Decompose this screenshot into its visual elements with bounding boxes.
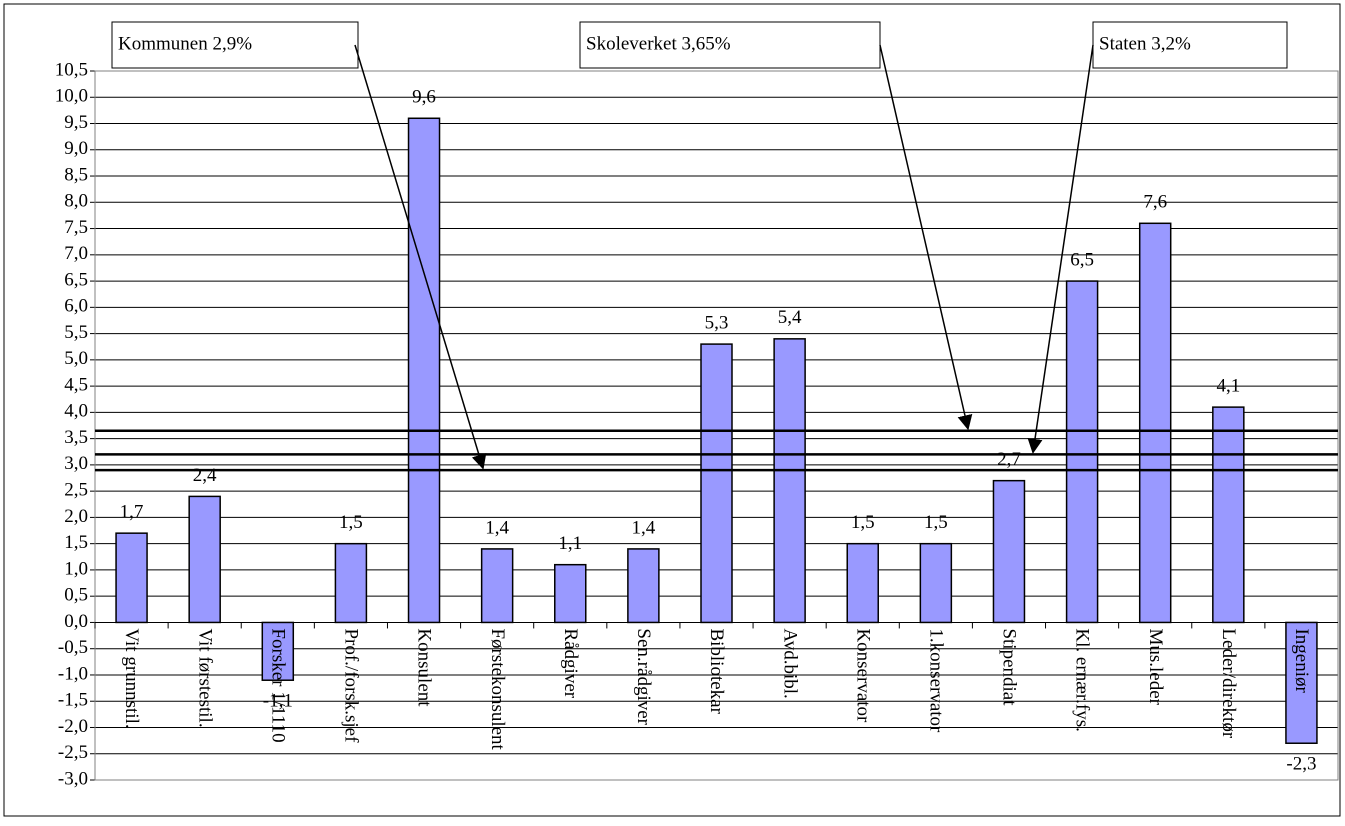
x-tick-label: Avd.bibl. <box>779 628 800 698</box>
annotation-box <box>111 21 359 69</box>
bar <box>700 343 733 624</box>
y-tick-label: -0,5 <box>58 637 88 658</box>
x-tick-label: Ingeniør <box>1291 628 1312 693</box>
x-tick-label: Forsker 1/1110 <box>267 628 288 742</box>
y-tick-label: 10,0 <box>55 86 88 107</box>
y-tick-label: 10,5 <box>55 59 88 80</box>
value-label: 7,6 <box>1143 192 1167 213</box>
bar <box>1138 222 1172 624</box>
y-tick-label: 8,0 <box>64 191 88 212</box>
bar <box>627 548 660 624</box>
y-tick-label: 4,5 <box>64 374 88 395</box>
x-tick-label: 1.konservator <box>925 628 946 733</box>
bar <box>773 338 806 624</box>
y-tick-label: 5,5 <box>64 322 88 343</box>
y-tick-label: 6,0 <box>64 296 88 317</box>
annotation-arrow <box>354 44 487 470</box>
x-tick-label: Konsulent <box>414 628 435 707</box>
value-label: -2,3 <box>1286 754 1316 775</box>
bar <box>480 548 514 624</box>
plot-border <box>94 70 1339 781</box>
bar <box>334 542 368 624</box>
x-tick-label: Vit førstestil. <box>194 628 215 727</box>
value-label: 5,4 <box>778 307 802 328</box>
y-tick-label: 9,0 <box>64 138 88 159</box>
bar <box>919 542 953 624</box>
value-label: 9,6 <box>412 87 436 108</box>
x-tick-label: Leder/direktør <box>1218 628 1239 738</box>
annotation-box <box>1092 21 1288 69</box>
y-tick-label: 8,5 <box>64 164 88 185</box>
value-label: -1,1 <box>263 691 293 712</box>
y-tick-label: 3,5 <box>64 427 88 448</box>
y-tick-label: 0,5 <box>64 585 88 606</box>
value-label: 1,5 <box>924 512 948 533</box>
y-tick-label: -1,5 <box>58 690 88 711</box>
x-tick-label: Sen.rådgiver <box>633 628 654 725</box>
x-tick-label: Førstekonsulent <box>487 628 508 750</box>
chart-border <box>3 3 1341 817</box>
bar <box>1065 280 1099 624</box>
y-tick-label: 3,0 <box>64 453 88 474</box>
annotation-box <box>579 21 881 69</box>
y-tick-label: 1,0 <box>64 558 88 579</box>
x-tick-label: Mus.leder <box>1145 628 1166 705</box>
bar <box>261 621 295 681</box>
bar <box>846 542 879 624</box>
y-tick-label: -2,0 <box>58 716 88 737</box>
value-label: 1,5 <box>339 512 363 533</box>
annotation-text: Kommunen 2,9% <box>118 33 252 54</box>
y-tick-label: 4,0 <box>64 401 88 422</box>
annotation-text: Staten 3,2% <box>1099 33 1191 54</box>
x-tick-label: Kl. ernær.fys. <box>1072 628 1093 731</box>
value-label: 2,7 <box>997 449 1021 470</box>
value-label: 1,4 <box>485 517 509 538</box>
y-tick-label: 0,0 <box>64 611 88 632</box>
annotation-text: Skoleverket 3,65% <box>586 33 731 54</box>
value-label: 6,5 <box>1070 249 1094 270</box>
y-tick-label: 2,0 <box>64 506 88 527</box>
x-tick-label: Konservator <box>852 628 873 723</box>
value-label: 4,1 <box>1216 375 1240 396</box>
y-tick-label: 7,0 <box>64 243 88 264</box>
bar <box>1285 621 1318 744</box>
value-label: 2,4 <box>193 465 217 486</box>
x-tick-label: Stipendiat <box>999 628 1020 706</box>
x-tick-label: Vit grunnstil. <box>121 628 142 728</box>
value-label: 1,1 <box>558 533 582 554</box>
y-tick-label: 9,5 <box>64 112 88 133</box>
y-tick-label: 1,5 <box>64 532 88 553</box>
value-label: 1,7 <box>120 502 144 523</box>
annotation-arrow <box>879 44 973 431</box>
x-tick-label: Rådgiver <box>560 628 581 698</box>
y-tick-label: -3,0 <box>58 768 88 789</box>
y-tick-label: -1,0 <box>58 663 88 684</box>
bar <box>554 563 587 624</box>
y-tick-label: -2,5 <box>58 742 88 763</box>
value-label: 1,4 <box>632 517 656 538</box>
x-tick-label: Bibliotekar <box>706 628 727 714</box>
bar <box>1212 406 1245 624</box>
annotation-arrow <box>1027 44 1094 454</box>
bar <box>992 479 1026 624</box>
y-tick-label: 5,0 <box>64 348 88 369</box>
bar <box>115 532 148 624</box>
bar <box>188 495 221 624</box>
value-label: 5,3 <box>705 312 729 333</box>
y-tick-label: 6,5 <box>64 269 88 290</box>
y-tick-label: 2,5 <box>64 480 88 501</box>
bar <box>407 117 441 624</box>
y-tick-label: 7,5 <box>64 217 88 238</box>
x-tick-label: Prof./forsk.sjef <box>341 628 362 743</box>
value-label: 1,5 <box>851 512 875 533</box>
